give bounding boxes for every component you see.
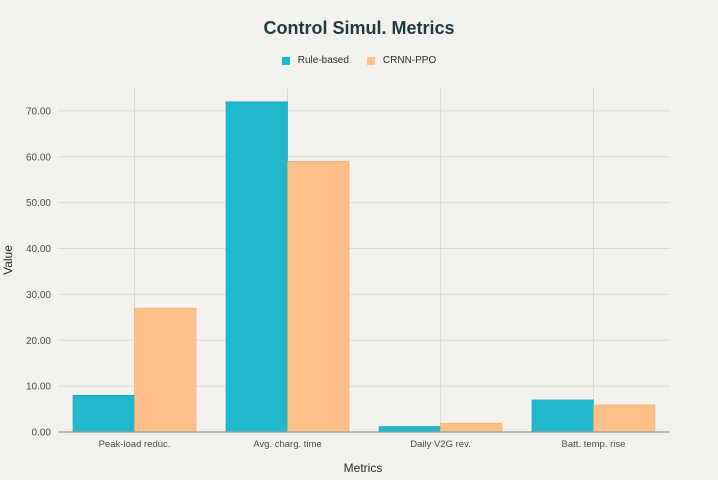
legend: Rule-based CRNN-PPO [0, 55, 718, 66]
legend-label-crnn-ppo: CRNN-PPO [382, 55, 437, 66]
chart-title: Control Simul. Metrics [263, 18, 455, 38]
bar-rule-based-3 [531, 399, 594, 433]
legend-label-rule-based: Rule-based [297, 55, 349, 66]
bar-crnn-ppo-2 [440, 422, 503, 433]
bar-crnn-ppo-1 [287, 161, 350, 433]
x-tick-label: Peak-load reduc. [99, 439, 171, 450]
bar-rule-based-2 [378, 426, 441, 433]
bar-crnn-ppo-3 [593, 404, 656, 433]
y-axis-title: Value [1, 245, 15, 275]
legend-item-crnn-ppo[interactable]: CRNN-PPO [366, 55, 437, 66]
legend-swatch-rule-based [281, 56, 290, 65]
legend-item-rule-based[interactable]: Rule-based [281, 55, 349, 66]
y-tick-label: 50.00 [26, 198, 51, 209]
bars [72, 101, 656, 433]
y-tick-label: 0.00 [32, 428, 52, 439]
bar-rule-based-0 [72, 395, 135, 433]
x-tick-label: Avg. charg. time [253, 439, 321, 450]
x-tick-label: Daily V2G rev. [410, 439, 471, 450]
axes: 0.00 10.00 20.00 30.00 40.00 50.00 60.00 70.00 P… [26, 106, 670, 450]
y-tick-label: 10.00 [26, 382, 51, 393]
bar-crnn-ppo-0 [134, 307, 197, 433]
x-axis-title: Metrics [344, 461, 383, 475]
bar-rule-based-1 [225, 101, 288, 433]
y-tick-label: 60.00 [26, 152, 51, 163]
y-tick-label: 20.00 [26, 336, 51, 347]
y-tick-label: 40.00 [26, 244, 51, 255]
y-tick-label: 70.00 [26, 106, 51, 117]
legend-swatch-crnn-ppo [366, 56, 375, 65]
x-tick-label: Batt. temp. rise [562, 439, 626, 450]
y-tick-label: 30.00 [26, 290, 51, 301]
